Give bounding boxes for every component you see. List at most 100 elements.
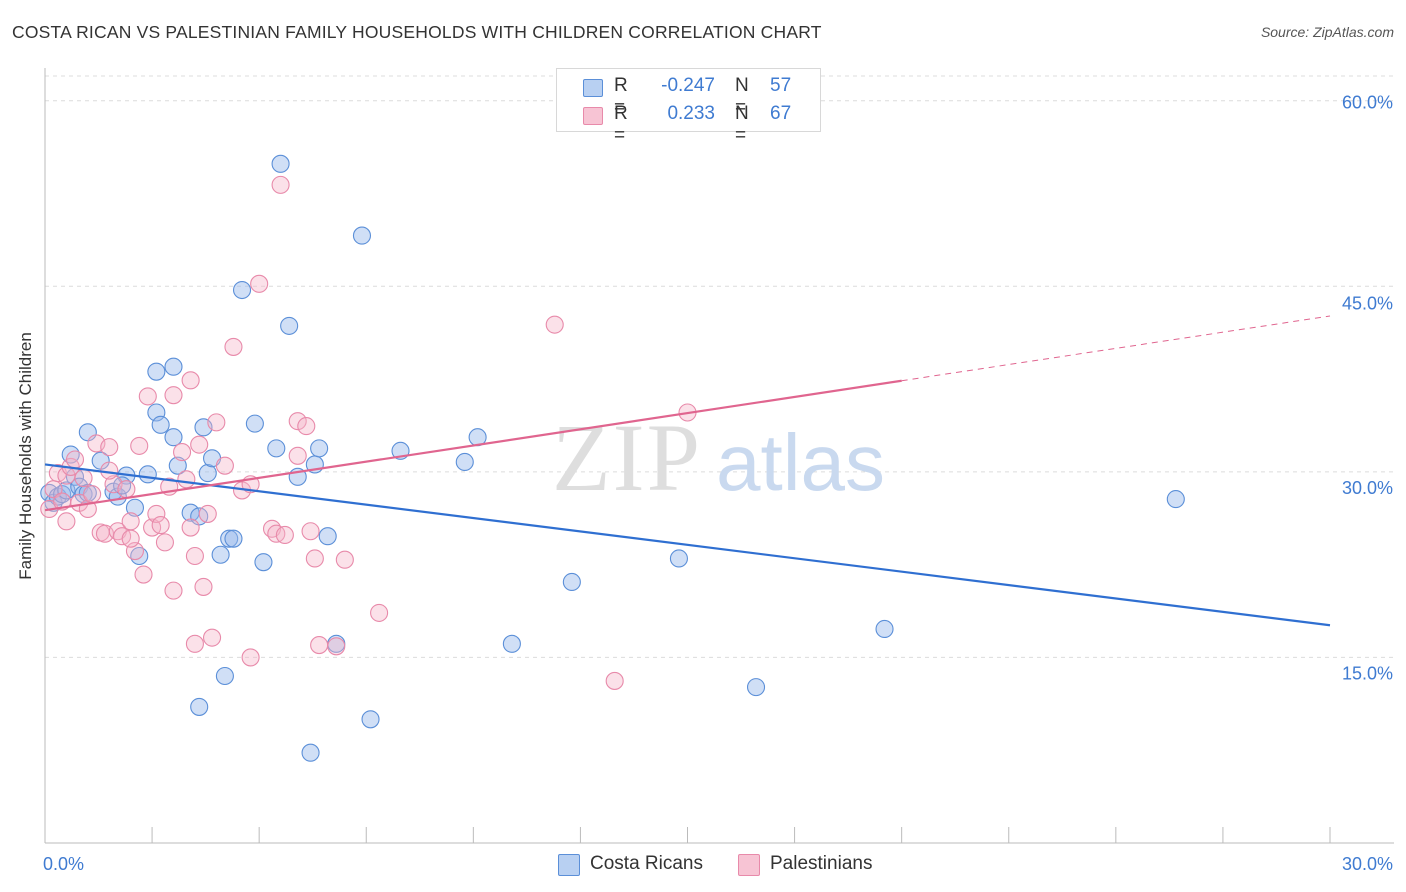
costa-rican-point	[318, 527, 337, 546]
palestinian-point	[177, 470, 196, 489]
costa-rican-point	[254, 553, 273, 572]
y-tick-label: 30.0%	[1342, 478, 1393, 498]
palestinian-point	[198, 504, 217, 523]
palestinians-trendline-extension	[901, 315, 1331, 382]
legend-n-label: N =	[735, 103, 749, 146]
costa-rican-point	[669, 549, 688, 568]
legend-swatch-costa-ricans	[583, 79, 603, 97]
bottom-legend-swatch-costa-ricans	[558, 854, 580, 876]
palestinian-point	[275, 525, 294, 545]
costa-rican-point	[361, 710, 380, 729]
bottom-legend-label: Costa Ricans	[590, 853, 703, 874]
palestinian-point	[185, 546, 204, 566]
palestinian-point	[181, 518, 200, 537]
costa-rican-point	[562, 572, 581, 592]
chart-title: COSTA RICAN VS PALESTINIAN FAMILY HOUSEH…	[12, 22, 822, 42]
palestinian-point	[203, 628, 222, 647]
watermark-atlas: atlas	[716, 418, 885, 507]
palestinian-point	[207, 413, 226, 432]
palestinian-point	[545, 315, 564, 334]
palestinian-point	[605, 671, 624, 690]
palestinian-point	[121, 512, 140, 531]
costa-rican-point	[245, 414, 264, 433]
costa-rican-point	[455, 452, 474, 472]
palestinian-point	[335, 550, 354, 569]
correlation-legend: R = -0.247 N = 57 R = 0.233 N = 67	[556, 68, 821, 146]
costa-rican-point	[271, 154, 290, 173]
palestinian-point	[100, 461, 119, 480]
costa-rican-point	[301, 743, 320, 762]
palestinian-point	[155, 533, 174, 552]
watermark-zip: ZIP	[552, 404, 702, 511]
legend-n-label: N =	[735, 75, 749, 118]
palestinian-point	[327, 637, 346, 656]
legend-swatch-palestinians	[583, 107, 603, 125]
palestinian-point	[100, 438, 119, 457]
costa-rican-point	[211, 545, 230, 564]
costa-rican-point	[164, 428, 183, 447]
costa-rican-point	[280, 316, 299, 335]
costa-rican-point	[168, 456, 187, 475]
palestinian-point	[301, 522, 320, 541]
palestinian-point	[173, 443, 192, 462]
costa-rican-point	[151, 415, 170, 434]
y-tick-label: 60.0%	[1342, 93, 1393, 113]
palestinian-point	[370, 603, 389, 622]
costa-rican-point	[190, 697, 209, 716]
palestinian-point	[194, 577, 213, 596]
palestinian-point	[164, 581, 183, 600]
costa-rican-point	[746, 678, 766, 697]
costa-rican-point	[1166, 490, 1185, 509]
palestinian-point	[250, 274, 269, 293]
palestinian-point	[138, 387, 157, 406]
palestinian-point	[190, 435, 209, 454]
legend-r-label: R =	[614, 75, 628, 118]
palestinian-point	[65, 450, 85, 469]
palestinian-point	[164, 386, 183, 405]
legend-n-value: 67	[770, 103, 792, 124]
legend-n-value: 57	[770, 75, 792, 96]
legend-r-value: -0.247	[661, 75, 715, 96]
palestinian-point	[134, 565, 153, 584]
x-tick-label: 30.0%	[1342, 854, 1393, 874]
source-credit: Source: ZipAtlas.com	[1260, 24, 1394, 40]
legend-r-label: R =	[614, 103, 628, 146]
palestinian-point	[185, 634, 204, 653]
y-tick-label: 45.0%	[1342, 293, 1393, 313]
costa-rican-point	[215, 666, 234, 686]
palestinian-point	[121, 529, 140, 548]
costa-rican-point	[220, 529, 239, 548]
costa-rican-point	[198, 464, 217, 483]
palestinian-point	[241, 648, 260, 667]
palestinian-point	[297, 417, 316, 436]
costa-rican-point	[267, 439, 286, 458]
palestinian-point	[57, 512, 76, 531]
palestinian-point	[130, 436, 149, 455]
costa-rican-point	[875, 619, 894, 639]
legend-r-value: 0.233	[667, 103, 715, 124]
costa-rican-point	[138, 465, 157, 484]
costa-rican-point	[125, 498, 144, 517]
costa-rican-point	[147, 362, 166, 381]
palestinian-point	[83, 485, 102, 504]
costa-rican-point	[232, 280, 252, 300]
costa-rican-point	[352, 226, 372, 245]
y-tick-label: 15.0%	[1342, 663, 1393, 683]
palestinian-point	[271, 175, 290, 194]
palestinians-trendline	[44, 379, 902, 512]
y-axis-label: Family Households with Children	[16, 332, 35, 580]
palestinian-point	[151, 516, 170, 535]
costa-rican-point	[502, 634, 521, 653]
palestinian-point	[288, 412, 307, 431]
palestinian-point	[310, 636, 329, 655]
palestinian-point	[147, 504, 166, 523]
palestinian-point	[224, 337, 243, 356]
costa-rican-point	[164, 357, 183, 376]
palestinian-point	[117, 480, 136, 499]
bottom-legend-label: Palestinians	[770, 853, 873, 874]
bottom-legend-swatch-palestinians	[738, 854, 760, 876]
x-tick-label: 0.0%	[43, 854, 84, 874]
costa-ricans-trendline	[44, 463, 1331, 627]
